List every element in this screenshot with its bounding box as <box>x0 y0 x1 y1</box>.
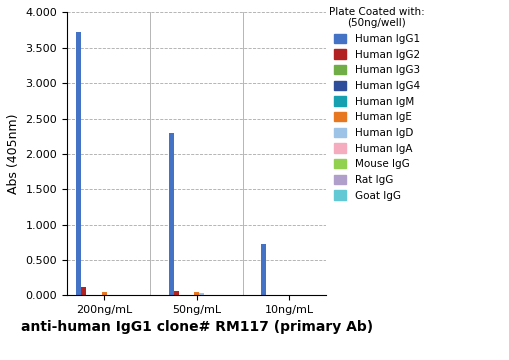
Bar <box>199 293 204 295</box>
Bar <box>261 244 266 295</box>
Bar <box>174 291 179 295</box>
Bar <box>76 32 81 295</box>
Bar <box>194 292 199 295</box>
Bar <box>81 287 86 295</box>
Bar <box>168 132 174 295</box>
Y-axis label: Abs (405nm): Abs (405nm) <box>7 114 20 194</box>
X-axis label: anti-human IgG1 clone# RM117 (primary Ab): anti-human IgG1 clone# RM117 (primary Ab… <box>20 320 372 334</box>
Bar <box>101 292 106 295</box>
Legend: Human IgG1, Human IgG2, Human IgG3, Human IgG4, Human IgM, Human IgE, Human IgD,: Human IgG1, Human IgG2, Human IgG3, Huma… <box>328 7 424 201</box>
